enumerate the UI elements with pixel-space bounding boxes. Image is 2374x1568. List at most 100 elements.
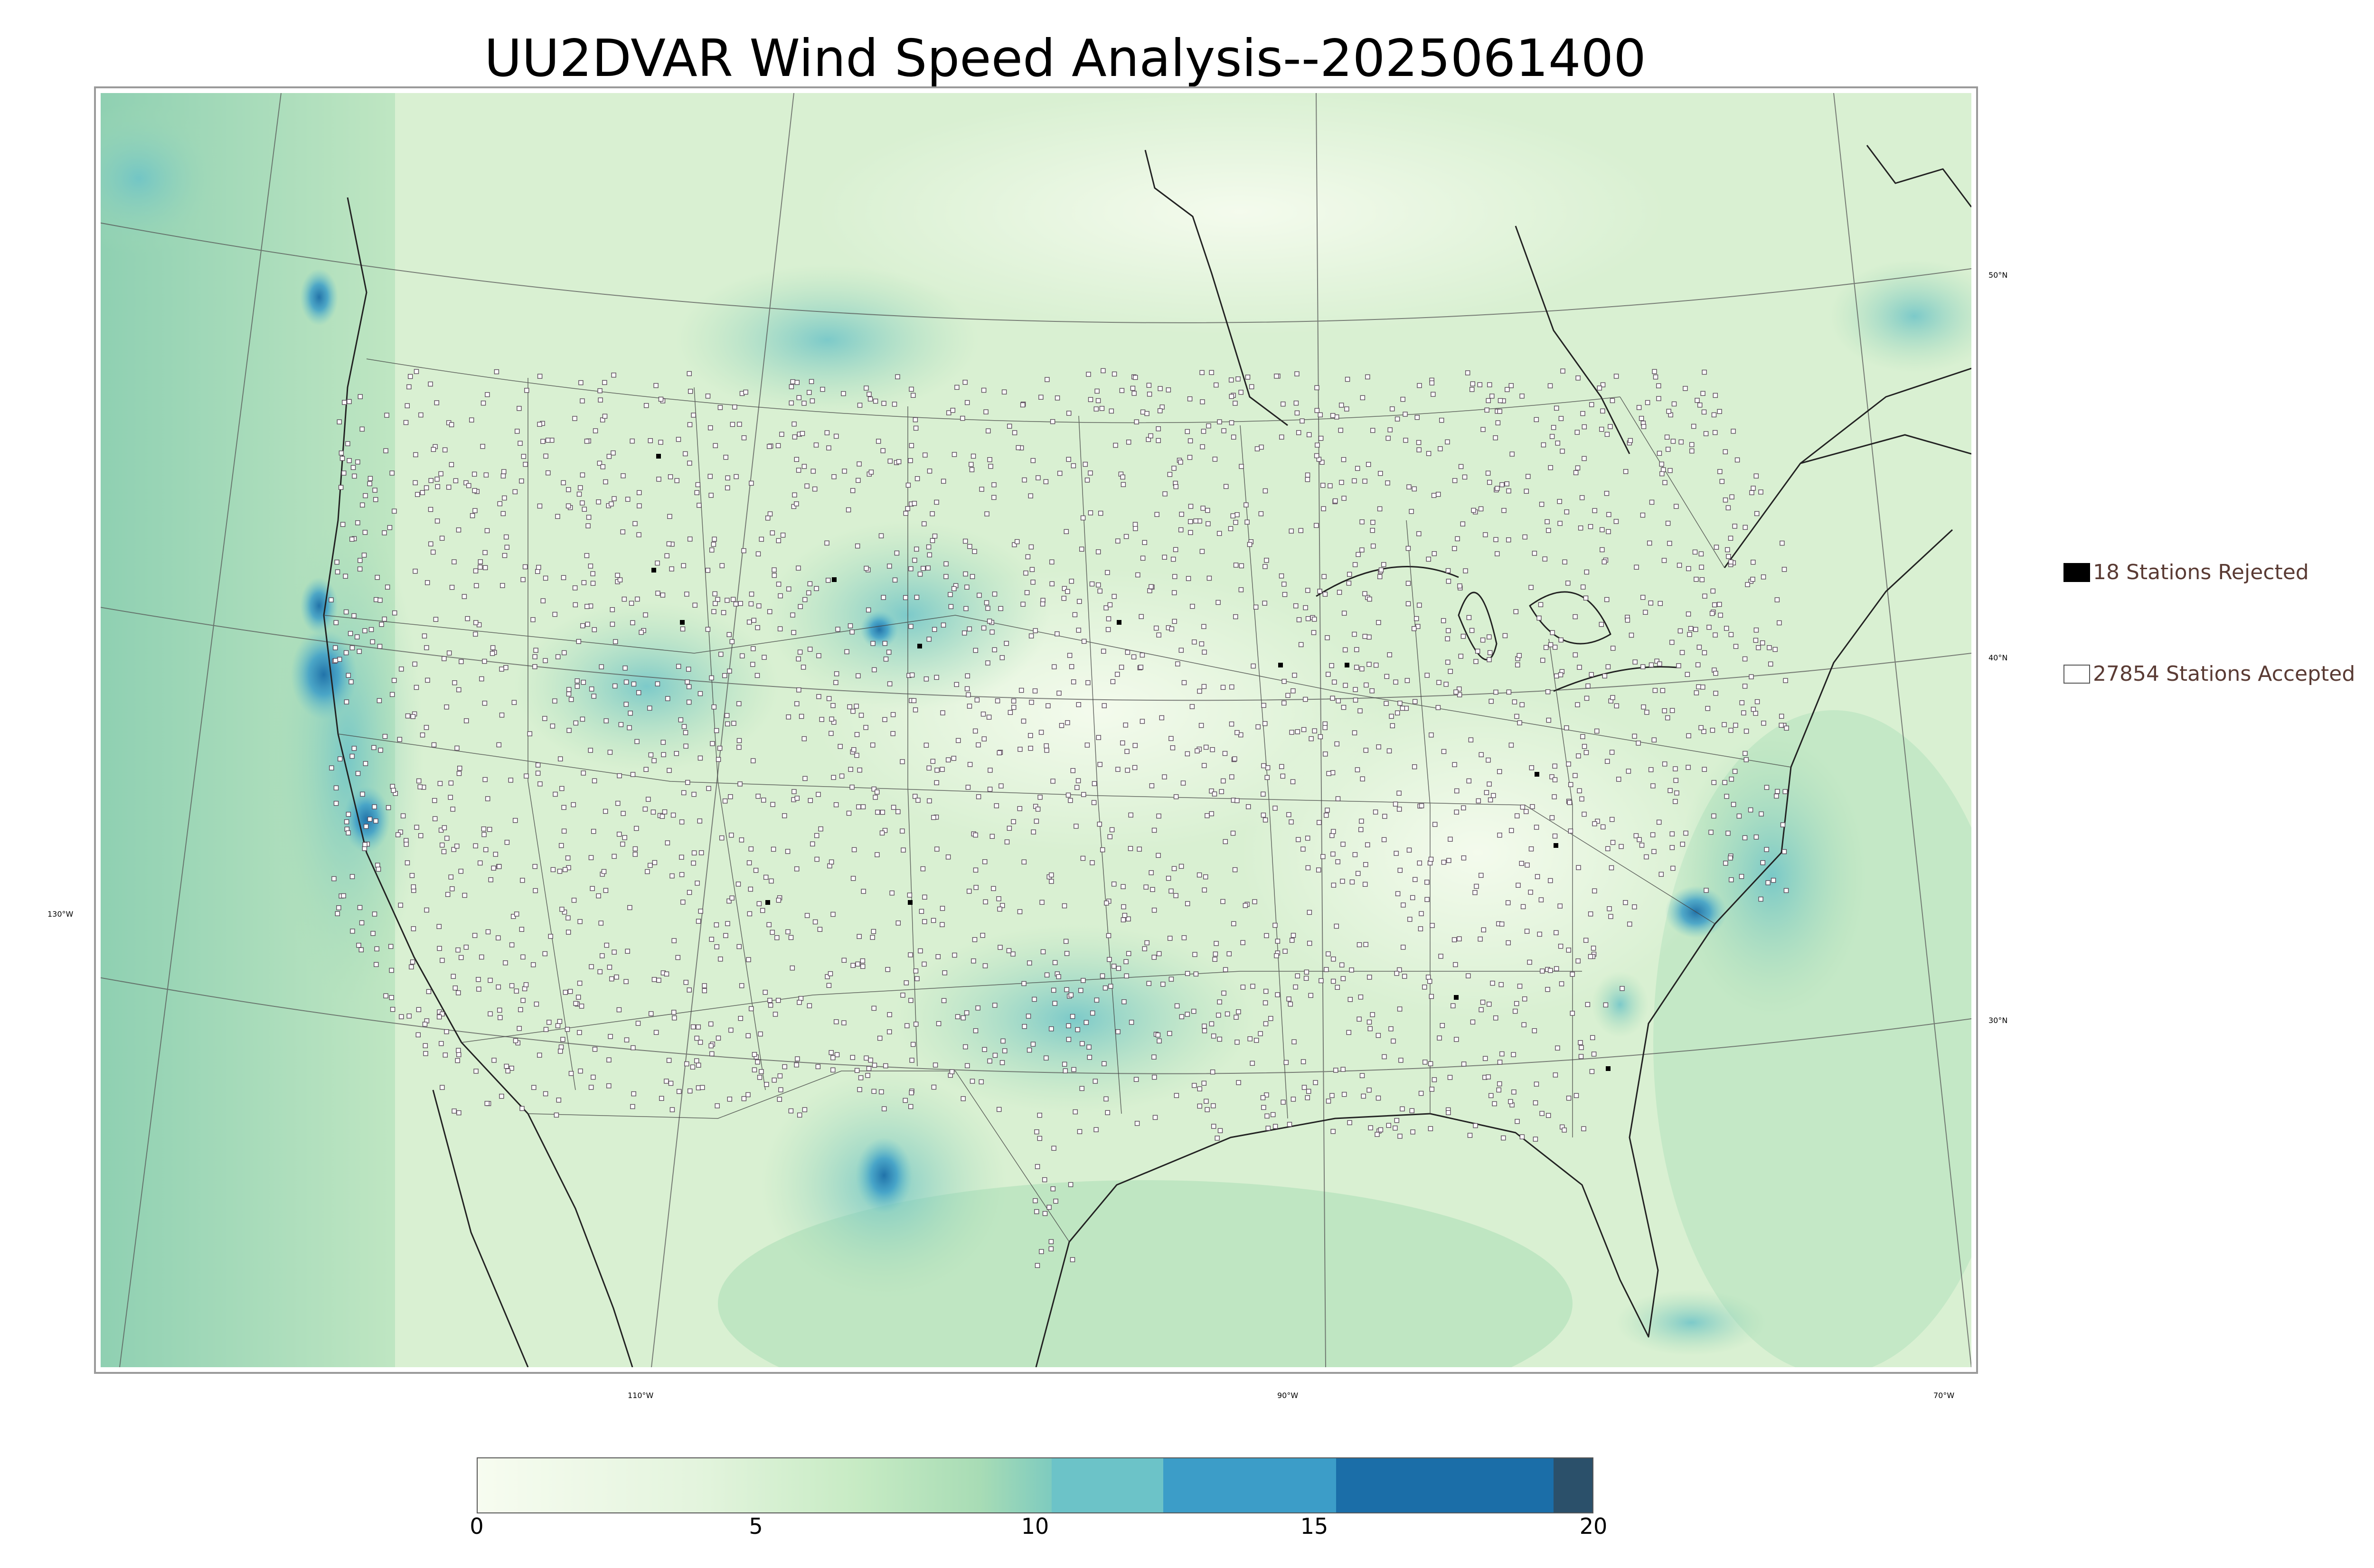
accepted-station-marker: [382, 530, 387, 535]
accepted-station-marker: [816, 792, 821, 797]
accepted-station-marker: [1487, 479, 1492, 485]
accepted-station-marker: [559, 786, 565, 791]
accepted-station-marker: [1570, 1011, 1575, 1016]
accepted-station-marker: [878, 533, 884, 538]
accepted-station-marker: [498, 1015, 503, 1020]
accepted-station-marker: [1508, 1099, 1513, 1104]
accepted-station-marker: [478, 860, 483, 866]
accepted-station-marker: [697, 755, 703, 761]
accepted-station-marker: [535, 762, 541, 768]
accepted-station-marker: [609, 501, 614, 507]
accepted-station-marker: [886, 1029, 892, 1034]
accepted-station-marker: [988, 464, 993, 469]
accepted-station-marker: [447, 650, 452, 656]
accepted-station-marker: [1121, 482, 1126, 487]
accepted-station-marker: [349, 645, 355, 650]
accepted-station-marker: [1731, 429, 1736, 434]
accepted-station-marker: [830, 703, 836, 708]
accepted-station-marker: [1634, 564, 1639, 570]
accepted-station-marker: [382, 733, 388, 739]
accepted-station-marker: [1680, 842, 1686, 847]
colorbar-tick-10: 10: [1021, 1513, 1049, 1539]
accepted-station-marker: [908, 566, 914, 572]
accepted-station-marker: [559, 907, 565, 912]
accepted-station-marker: [770, 802, 775, 807]
accepted-station-marker: [794, 501, 799, 507]
accepted-station-marker: [1648, 767, 1654, 772]
accepted-station-marker: [772, 567, 777, 573]
accepted-station-marker: [1768, 661, 1773, 667]
accepted-station-marker: [1580, 734, 1585, 739]
accepted-station-marker: [559, 843, 564, 848]
accepted-station-marker: [1497, 409, 1502, 414]
accepted-station-marker: [656, 477, 661, 482]
accepted-station-marker: [1335, 859, 1340, 864]
accepted-station-marker: [606, 1083, 612, 1089]
accepted-station-marker: [553, 791, 558, 797]
accepted-station-marker: [801, 401, 807, 406]
rejected-station-marker: [680, 620, 685, 625]
accepted-station-marker: [537, 1052, 542, 1058]
accepted-station-marker: [1453, 962, 1458, 967]
accepted-station-marker: [1062, 586, 1067, 591]
accepted-station-marker: [524, 773, 529, 779]
accepted-station-marker: [474, 583, 479, 588]
lat-label-40n: 40°N: [1988, 653, 2008, 662]
accepted-station-marker: [1079, 1041, 1085, 1046]
accepted-station-marker: [1341, 496, 1347, 501]
accepted-station-marker: [1658, 872, 1664, 877]
accepted-station-marker: [440, 1011, 445, 1017]
accepted-station-marker: [437, 1014, 442, 1020]
accepted-station-marker: [360, 791, 365, 797]
accepted-station-marker: [612, 683, 618, 689]
accepted-station-marker: [1216, 1013, 1221, 1018]
accepted-station-marker: [1725, 830, 1731, 836]
accepted-station-marker: [997, 750, 1002, 756]
accepted-station-marker: [499, 1093, 504, 1099]
accepted-station-marker: [1033, 628, 1038, 633]
st-lawrence-wind-zone: [1829, 259, 1971, 373]
accepted-station-marker: [1504, 481, 1509, 487]
accepted-station-marker: [741, 435, 747, 441]
accepted-station-marker: [890, 731, 895, 736]
accepted-station-marker: [1037, 795, 1043, 800]
accepted-station-marker: [1065, 792, 1071, 798]
accepted-station-marker: [581, 580, 587, 585]
accepted-station-marker: [485, 392, 490, 397]
accepted-station-marker: [1703, 431, 1709, 436]
accepted-station-marker: [435, 484, 440, 489]
lon-label-70w: 70°W: [1933, 1391, 1955, 1400]
accepted-station-marker: [1262, 1000, 1268, 1005]
accepted-station-marker: [814, 833, 820, 838]
accepted-station-marker: [1093, 1127, 1099, 1132]
accepted-station-marker: [756, 901, 762, 906]
accepted-station-marker: [1017, 747, 1023, 752]
accepted-station-marker: [1296, 430, 1301, 435]
accepted-station-marker: [801, 736, 807, 742]
accepted-station-marker: [1467, 1133, 1473, 1138]
accepted-station-marker: [1555, 441, 1561, 446]
accepted-station-marker: [1096, 735, 1102, 740]
accepted-station-marker: [1171, 590, 1177, 595]
accepted-station-marker: [1220, 685, 1226, 690]
accepted-station-marker: [1452, 762, 1457, 767]
accepted-station-marker: [1079, 1086, 1084, 1091]
accepted-station-marker: [1699, 577, 1705, 582]
accepted-station-marker: [1200, 506, 1206, 511]
accepted-station-marker: [986, 428, 991, 433]
accepted-station-marker: [728, 794, 733, 799]
political-borders: [323, 358, 1791, 1242]
accepted-station-marker: [1375, 1033, 1381, 1038]
accepted-station-marker: [932, 627, 937, 632]
accepted-station-marker: [963, 571, 968, 577]
accepted-station-marker: [1335, 985, 1340, 990]
accepted-station-marker: [1585, 1002, 1591, 1007]
accepted-station-marker: [850, 1055, 856, 1060]
accepted-station-marker: [1412, 699, 1418, 704]
accepted-station-marker: [603, 718, 609, 723]
accepted-station-marker: [1429, 994, 1434, 999]
accepted-station-marker: [1517, 720, 1522, 725]
accepted-station-marker: [842, 469, 847, 474]
accepted-station-marker: [1654, 658, 1659, 664]
accepted-station-marker: [487, 826, 492, 832]
